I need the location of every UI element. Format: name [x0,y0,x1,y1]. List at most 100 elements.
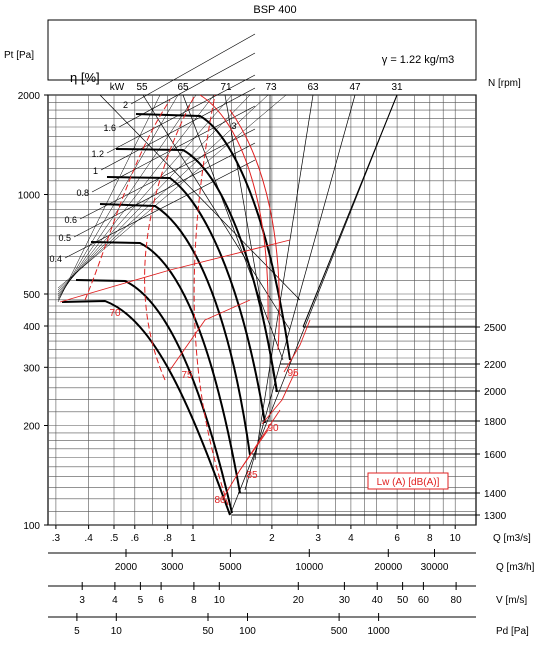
power-marker-label: 3 [231,121,236,131]
sound-line [169,299,251,371]
speed-tick-label: 2500 [484,323,507,334]
power-kw-label: 0.6 [64,215,77,225]
power-diag [57,94,251,293]
x-tick-label: 3 [315,533,321,544]
power-diag [57,94,197,299]
power-kw-label: 1 [93,166,98,176]
speed-tick-label: 1400 [484,489,507,500]
efficiency-label: η [%] [70,70,100,85]
scale-tick-label: 3000 [161,562,184,573]
speed-tick-label: 2200 [484,360,507,371]
y-tick-label: 100 [23,521,40,532]
power-diag [57,94,269,291]
speed-tick-label: 1300 [484,511,507,522]
x-tick-label: 6 [394,533,400,544]
efficiency-ray [182,94,284,361]
performance-curve [115,148,278,393]
x-tick-label: 8 [427,533,433,544]
sound-level-label: 80 [214,495,226,506]
speed-label: N [rpm] [488,78,521,89]
power-kw-label: 2 [123,100,128,110]
y-tick-label: 2000 [18,91,41,102]
sound-level-label: 95 [287,368,299,379]
x-tick-label: 4 [348,533,354,544]
sound-line [239,409,281,471]
sound-level-label: 70 [109,308,121,319]
speed-lines: 2500 2200 2000 1800 1600 1400 1300 [232,323,507,522]
y-tick-label: 300 [23,363,40,374]
scale-label: V [m/s] [496,595,527,606]
scale-tick-label: 20 [293,595,305,606]
scale-tick-label: 6 [158,595,164,606]
sound-lines [59,239,311,501]
power-diag [57,94,179,301]
scale-tick-label: 2000 [115,562,138,573]
sound-level-label: 85 [246,470,258,481]
efficiency-isoline [199,94,269,321]
scale-tick-label: 100 [239,626,256,637]
efficiency-top-label: 31 [391,82,403,93]
efficiency-isolines [84,94,280,506]
scale-tick-label: 3 [79,595,85,606]
y-tick-label: 1000 [18,191,41,202]
x-tick-label: .5 [110,533,119,544]
performance-curve [75,279,233,514]
efficiency-ray [254,94,314,461]
efficiency-isoline [84,99,171,301]
sound-line [283,319,311,373]
secondary-scale-2: 5 10 50 100 500 1000 Pd [Pa] [48,613,529,637]
sound-level-label: 90 [267,423,279,434]
scale-tick-label: 8 [191,595,197,606]
efficiency-top-label: 71 [220,82,232,93]
efficiency-ray [142,94,291,331]
x-tick-label: .8 [163,533,172,544]
power-diag [57,94,233,295]
power-diag [57,94,215,297]
x-tick-label: .4 [84,533,93,544]
speed-tick-label: 1800 [484,417,507,428]
scale-tick-label: 80 [451,595,463,606]
power-kw-label: 0.4 [49,254,62,264]
scale-tick-label: 20000 [374,562,402,573]
efficiency-isoline [144,94,196,381]
power-kw-label: 1.6 [103,123,116,133]
chart-title: BSP 400 [253,4,296,16]
performance-curve [99,203,251,456]
scale-tick-label: 50 [397,595,409,606]
efficiency-isoline [193,94,229,506]
efficiency-top-label: 65 [177,82,189,93]
envelope-line [302,94,398,328]
efficiency-top-label: 63 [307,82,319,93]
y-tick-label: 400 [23,322,40,333]
scale-tick-label: 1000 [367,626,390,637]
power-line [130,33,256,105]
performance-curve [90,241,241,494]
performance-curve [106,176,266,424]
x-tick-label: .3 [52,533,61,544]
scale-tick-label: 4 [112,595,118,606]
sound-legend-label: Lw (A) [dB(A)] [377,477,440,488]
y-axis-label: Pt [Pa] [4,50,34,61]
power-diag [57,94,161,303]
efficiency-top-label: 47 [349,82,361,93]
sound-line [261,371,296,425]
speed-tick-label: 1600 [484,450,507,461]
power-line [100,87,256,171]
sound-line [59,239,291,303]
x-tick-label: 10 [450,533,462,544]
efficiency-ray [244,94,356,491]
y-tick-label: 500 [23,290,40,301]
scale-tick-label: 30000 [421,562,449,573]
scale-tick-label: 30 [339,595,351,606]
scale-tick-label: 5000 [219,562,242,573]
y-tick-label: 200 [23,422,40,433]
scale-tick-label: 5 [74,626,80,637]
power-diag [57,94,287,289]
secondary-scale-1: 3 4 5 6 8 10 20 30 40 50 60 80 V [m/s] [48,582,527,606]
efficiency-top-label: 73 [265,82,277,93]
power-kw-label: 0.5 [58,233,71,243]
scale-tick-label: 60 [418,595,430,606]
power-kw-label: 1.2 [91,149,104,159]
